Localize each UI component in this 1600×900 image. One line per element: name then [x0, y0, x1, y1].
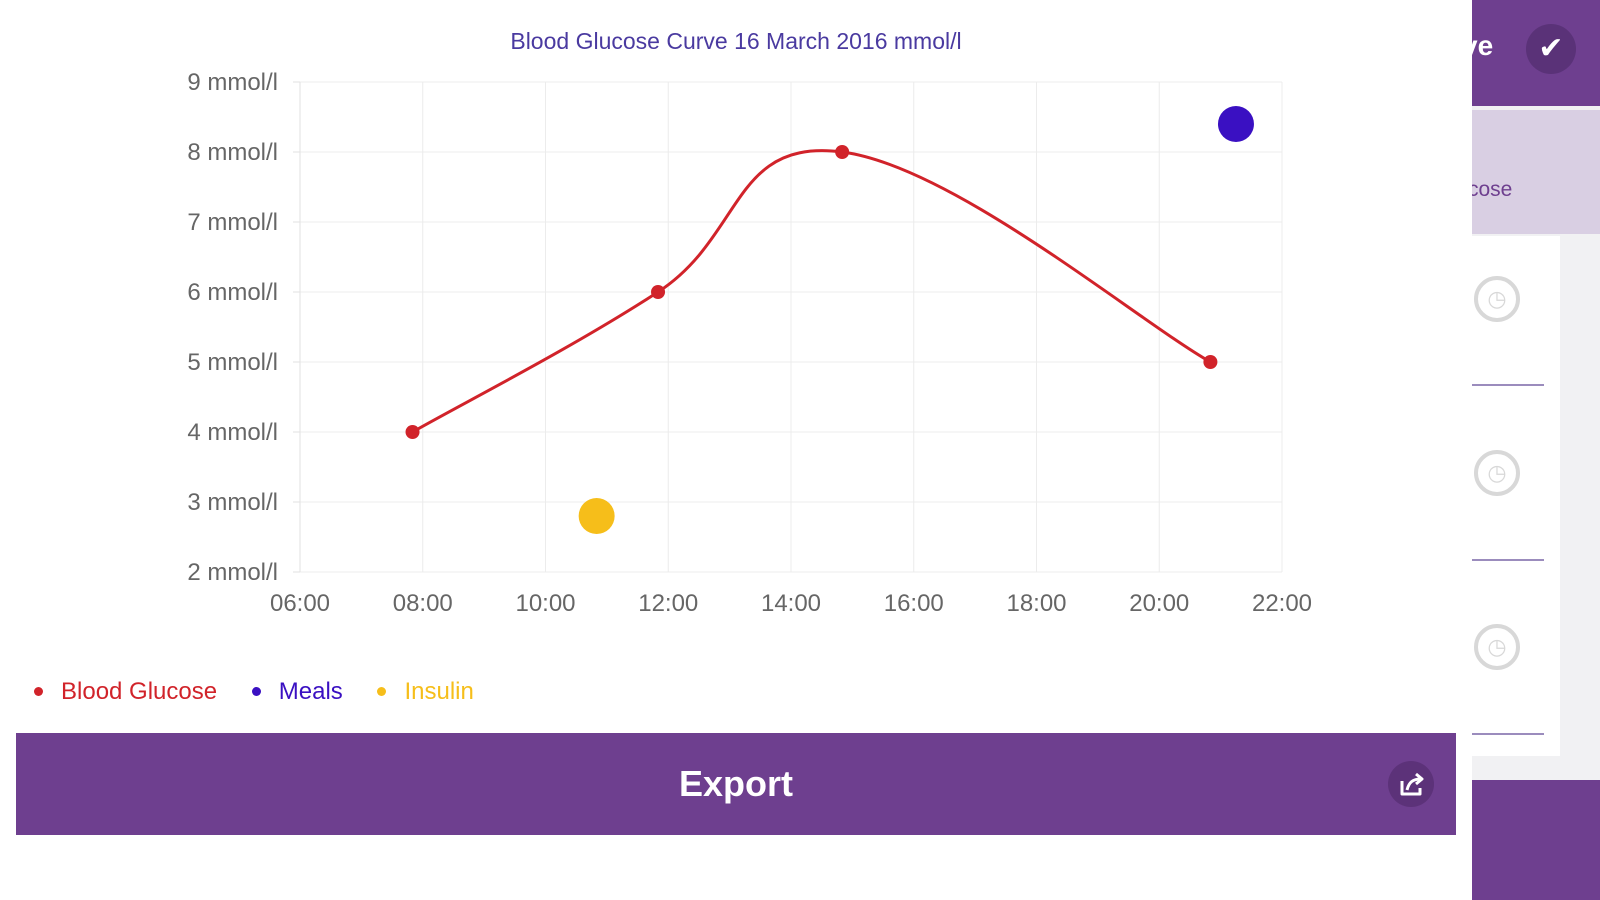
insulin-point	[578, 498, 615, 534]
blood-glucose-point	[1203, 355, 1218, 369]
blood-glucose-point	[835, 145, 850, 159]
chart-legend: Blood Glucose Meals Insulin	[34, 678, 502, 706]
y-tick-label: 9 mmol/l	[187, 69, 278, 96]
chart-modal: Blood Glucose Curve 16 March 2016 mmol/l…	[16, 28, 1456, 835]
legend-label: Blood Glucose	[61, 678, 218, 705]
export-button[interactable]: Export	[16, 733, 1456, 835]
y-tick-label: 3 mmol/l	[187, 489, 278, 516]
legend-label: Meals	[278, 678, 343, 705]
y-tick-label: 5 mmol/l	[187, 349, 278, 376]
legend-item-insulin[interactable]: Insulin	[377, 678, 474, 706]
y-tick-label: 2 mmol/l	[187, 559, 278, 586]
y-tick-label: 8 mmol/l	[187, 139, 278, 166]
legend-item-meals[interactable]: Meals	[251, 678, 343, 706]
share-export-icon[interactable]	[1388, 761, 1434, 807]
clock-icon: ◷	[1474, 450, 1520, 496]
x-tick-label: 16:00	[884, 590, 944, 617]
y-tick-label: 4 mmol/l	[187, 419, 278, 446]
divider	[1472, 384, 1544, 386]
legend-dot-icon	[251, 687, 261, 697]
checkmark-icon: ✔	[1526, 24, 1576, 74]
glucose-chart: 2 mmol/l 3 mmol/l 4 mmol/l 5 mmol/l 6 mmol/l…	[187, 69, 1312, 617]
background-list	[1472, 236, 1560, 756]
export-label: Export	[678, 763, 793, 804]
legend-label: Insulin	[404, 678, 474, 705]
x-tick-label: 20:00	[1129, 590, 1189, 617]
x-tick-label: 12:00	[638, 590, 698, 617]
divider	[1472, 733, 1544, 735]
y-tick-label: 6 mmol/l	[187, 279, 278, 306]
blood-glucose-point	[405, 425, 420, 439]
blood-glucose-line	[411, 149, 1212, 434]
divider	[1472, 559, 1544, 561]
chart-title: Blood Glucose Curve 16 March 2016 mmol/l	[510, 28, 962, 54]
x-tick-label: 08:00	[393, 590, 453, 617]
background-footer	[1472, 780, 1600, 900]
x-tick-label: 14:00	[761, 590, 821, 617]
background-tab-bar	[1472, 110, 1600, 234]
background-tab-label: cose	[1468, 178, 1513, 201]
x-tick-label: 22:00	[1252, 590, 1312, 617]
legend-dot-icon	[377, 687, 387, 697]
clock-icon: ◷	[1474, 276, 1520, 322]
legend-item-blood-glucose[interactable]: Blood Glucose	[34, 678, 217, 706]
meal-point	[1217, 106, 1254, 142]
y-tick-label: 7 mmol/l	[187, 209, 278, 236]
x-tick-label: 06:00	[270, 590, 330, 617]
blood-glucose-point	[651, 285, 666, 299]
x-tick-label: 18:00	[1006, 590, 1066, 617]
x-tick-label: 10:00	[515, 590, 575, 617]
legend-dot-icon	[34, 687, 43, 697]
clock-icon: ◷	[1474, 624, 1520, 670]
